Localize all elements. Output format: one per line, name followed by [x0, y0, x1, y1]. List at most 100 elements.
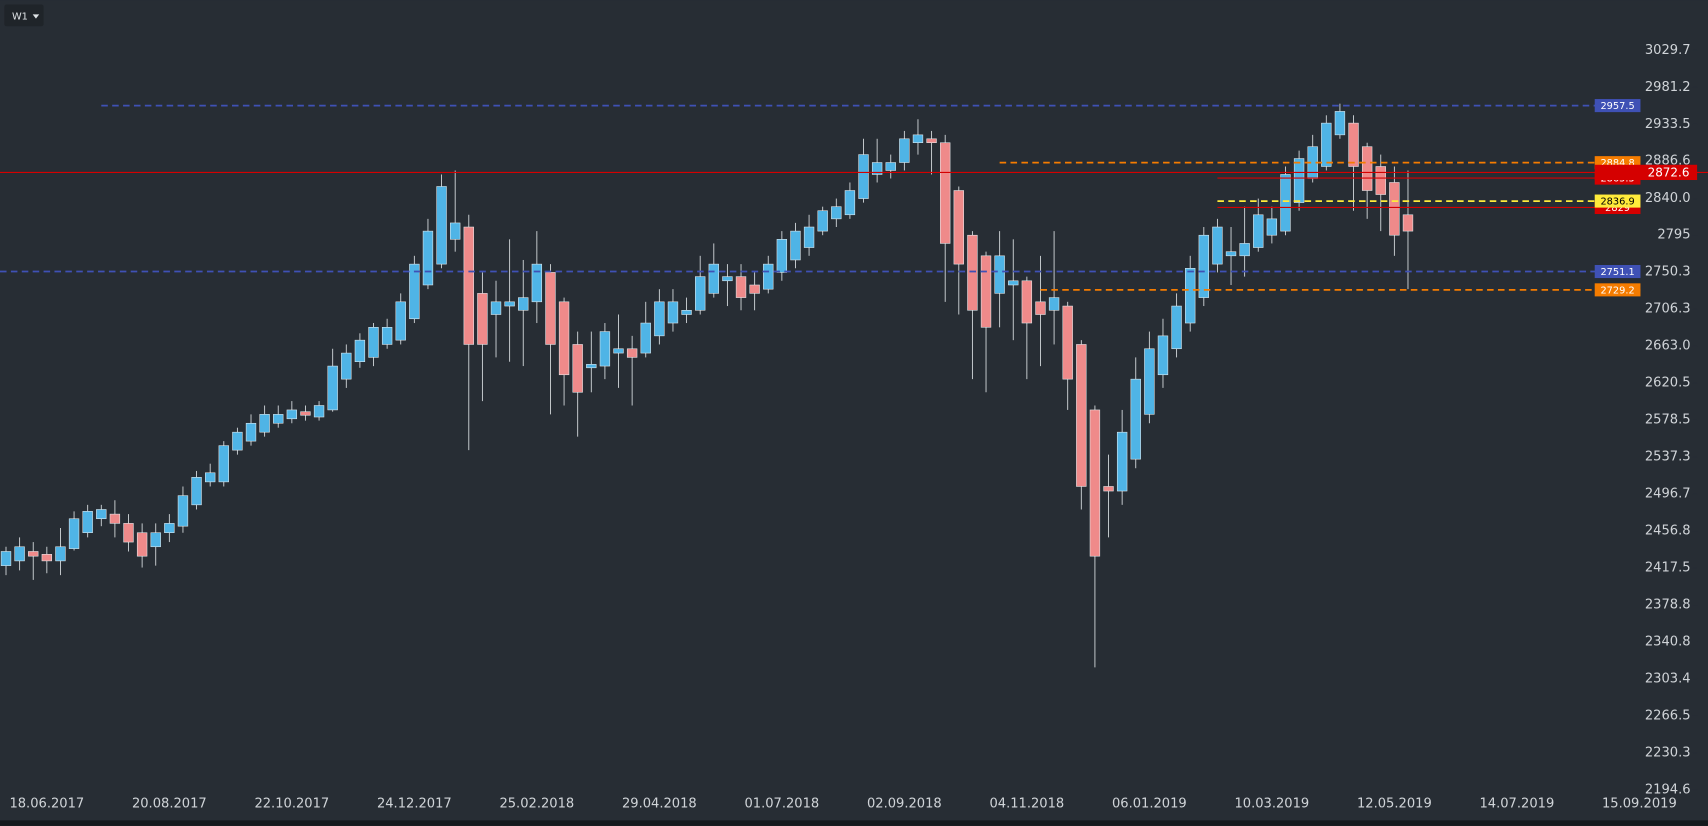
candle-body: [1076, 344, 1087, 487]
candle-body: [177, 495, 189, 527]
y-tick-label: 2230.3: [1645, 745, 1691, 760]
candle-body: [912, 134, 924, 143]
y-tick-label: 2417.5: [1645, 561, 1691, 576]
candle-body: [232, 431, 243, 451]
candle-body: [136, 532, 148, 557]
level-tag: [1594, 264, 1641, 279]
candle-body: [1293, 158, 1305, 203]
candle-body: [341, 352, 352, 380]
candle-body: [1198, 234, 1209, 298]
y-tick-label: 2795: [1657, 228, 1690, 243]
candle-body: [68, 518, 80, 549]
level-tag-label: 2884.8: [1600, 158, 1634, 169]
candle-body: [599, 331, 611, 367]
y-tick-label: 2706.3: [1645, 302, 1691, 317]
candle-body: [926, 138, 937, 143]
candle-body: [626, 348, 638, 358]
level-tag: [1594, 194, 1641, 208]
candle-body: [422, 230, 434, 286]
y-tick-label: 2266.5: [1645, 708, 1691, 723]
y-tick-label: 3029.7: [1645, 43, 1691, 58]
x-tick-label: 06.01.2019: [1112, 797, 1187, 812]
candle-body: [150, 532, 161, 548]
candle-body: [313, 405, 325, 418]
candle-body: [1185, 267, 1196, 324]
candle-body: [1171, 305, 1182, 350]
candle-body: [450, 222, 461, 240]
candle-body: [640, 322, 651, 354]
candle-body: [245, 422, 257, 442]
candle-body: [300, 411, 311, 416]
candle-body: [1089, 409, 1101, 557]
bottom-bar: [0, 820, 1708, 826]
x-tick-label: 22.10.2017: [254, 797, 329, 812]
y-tick-label: 2194.6: [1645, 782, 1691, 797]
candle-body: [1021, 280, 1033, 324]
y-tick-label: 2750.3: [1645, 265, 1691, 280]
y-tick-label: 2340.8: [1645, 634, 1691, 649]
dropdown-arrow[interactable]: [32, 14, 40, 19]
candle-body: [980, 255, 992, 328]
candle-body: [558, 301, 570, 376]
candle-body: [477, 293, 488, 345]
candle-body: [205, 472, 216, 483]
candle-body: [1321, 122, 1332, 167]
y-tick-label: 2496.7: [1645, 487, 1691, 502]
candle-body: [490, 301, 502, 315]
candle-body: [667, 301, 679, 324]
candle-body: [463, 226, 474, 345]
candle-body: [1280, 174, 1291, 232]
candle-body: [1253, 214, 1264, 248]
candle-body: [96, 509, 107, 520]
candle-body: [1157, 335, 1169, 376]
candle-body: [381, 327, 393, 345]
candle-body: [1035, 301, 1046, 315]
candle-body: [0, 551, 12, 566]
level-tag-label: 2729.2: [1600, 285, 1634, 296]
candle-body: [436, 186, 447, 265]
timeframe-selector[interactable]: W1: [4, 4, 44, 27]
candle-body: [1375, 166, 1386, 195]
candle-body: [218, 445, 229, 483]
candle-body: [1361, 146, 1373, 191]
level-tag-label: 2872.6: [1648, 165, 1690, 179]
candle-body: [1212, 226, 1223, 265]
candle-body: [994, 255, 1005, 294]
x-tick-label: 29.04.2018: [622, 797, 697, 812]
candle-body: [1008, 280, 1019, 286]
candle-body: [1103, 486, 1114, 492]
candle-body: [28, 551, 39, 557]
candle-body: [735, 276, 747, 298]
candle-body: [41, 554, 53, 562]
y-tick-label: 2933.5: [1645, 117, 1691, 132]
candle-body: [790, 230, 801, 261]
candle-body: [395, 301, 406, 341]
y-tick-label: 2456.8: [1645, 524, 1691, 539]
candle-body: [354, 339, 366, 363]
candle-body: [273, 414, 284, 424]
candle-body: [654, 301, 665, 337]
candle-body: [409, 263, 420, 320]
candle-body: [967, 234, 978, 311]
candle-body: [940, 142, 951, 244]
candle-body: [286, 409, 298, 420]
y-tick-label: 2378.8: [1645, 598, 1691, 613]
y-tick-label: 2578.5: [1645, 413, 1691, 428]
candle-body: [749, 284, 760, 294]
candle-body: [531, 263, 543, 303]
candle-body: [1116, 431, 1128, 492]
y-tick-label: 2981.2: [1645, 80, 1691, 95]
candle-body: [817, 210, 828, 232]
y-tick-label: 2840.0: [1645, 191, 1691, 206]
candle-body: [1225, 251, 1237, 257]
timeframe-label[interactable]: W1: [12, 12, 28, 23]
x-tick-label: 10.03.2019: [1234, 797, 1309, 812]
candle-body: [368, 327, 379, 358]
candle-body: [545, 272, 556, 345]
x-tick-label: 20.08.2017: [132, 797, 207, 812]
candle-body: [518, 297, 529, 311]
timeframe-box[interactable]: [4, 4, 44, 27]
candle-body: [14, 546, 25, 562]
